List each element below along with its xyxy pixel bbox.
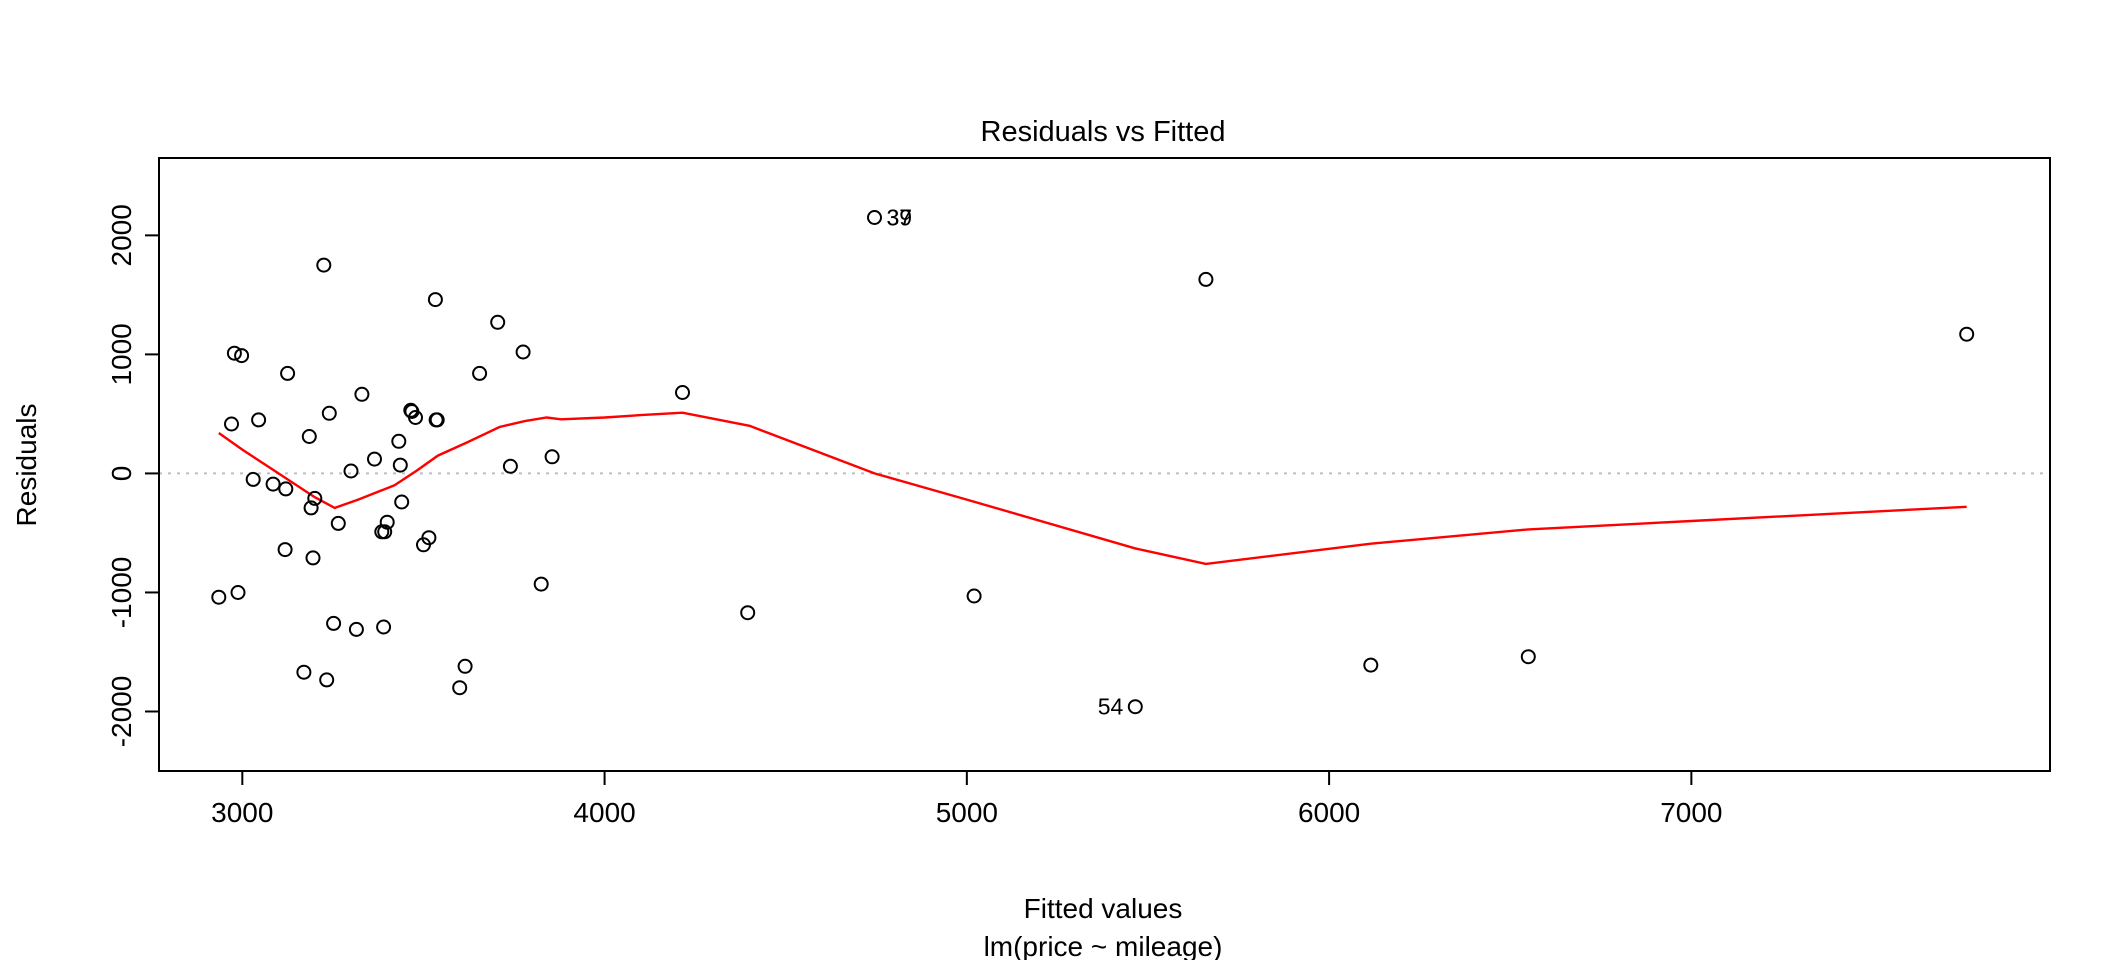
- data-point: [394, 494, 410, 510]
- data-point: [515, 344, 531, 360]
- data-point: [280, 365, 296, 381]
- data-point: [211, 589, 227, 605]
- x-axis: 3000 4000 5000 6000 7000: [211, 770, 1723, 828]
- y-tick-label: 0: [106, 466, 137, 482]
- data-point: [319, 672, 335, 688]
- data-point: [301, 429, 317, 444]
- data-point: [452, 680, 468, 696]
- data-point: [377, 524, 393, 540]
- data-point: [296, 664, 312, 680]
- data-point: [867, 210, 882, 225]
- data-point: [376, 619, 392, 635]
- data-point: [1520, 649, 1536, 665]
- data-point: [391, 433, 407, 449]
- x-tick-label: 4000: [573, 797, 635, 828]
- data-point: [326, 615, 342, 631]
- data-point: [234, 348, 250, 364]
- data-point: [1363, 657, 1379, 673]
- data-point: [265, 476, 281, 492]
- y-tick-label: 1000: [106, 323, 137, 385]
- data-point: [316, 257, 332, 273]
- data-point: [303, 500, 319, 516]
- point-label: 54: [1098, 694, 1124, 720]
- data-point: [367, 451, 382, 467]
- plot-frame: [158, 157, 2051, 772]
- data-point: [490, 314, 506, 330]
- data-point: [1959, 326, 1975, 342]
- data-point: [224, 416, 239, 432]
- y-axis: -2000 -1000 0 1000 2000: [106, 204, 160, 748]
- data-point: [348, 621, 364, 637]
- y-tick-label: -1000: [106, 557, 137, 629]
- data-point: [251, 412, 267, 428]
- x-tick-label: 3000: [211, 797, 273, 828]
- data-point: [278, 481, 294, 497]
- data-point: [354, 386, 370, 402]
- data-point: [544, 449, 560, 465]
- data-point: [321, 405, 337, 421]
- data-point: [421, 530, 437, 546]
- data-point: [245, 471, 261, 487]
- data-point: [472, 365, 488, 381]
- chart-title: Residuals vs Fitted: [981, 116, 1226, 148]
- data-point: [457, 658, 473, 674]
- data-point: [533, 576, 549, 592]
- data-point: [740, 605, 756, 621]
- points-group: [211, 210, 1975, 715]
- y-axis-label: Residuals: [11, 404, 42, 527]
- y-tick-label: 2000: [106, 204, 137, 266]
- data-point: [277, 542, 293, 558]
- x-tick-label: 7000: [1660, 797, 1722, 828]
- data-point: [966, 588, 982, 604]
- data-point: [675, 385, 690, 400]
- data-point: [1127, 699, 1143, 715]
- point-label: 39: [886, 205, 912, 231]
- data-point: [305, 550, 321, 566]
- data-point: [330, 515, 346, 531]
- data-point: [343, 463, 359, 479]
- data-point: [230, 585, 246, 600]
- data-point: [392, 457, 408, 473]
- data-point: [408, 410, 423, 425]
- x-axis-label: Fitted values: [1024, 893, 1183, 924]
- data-point: [427, 292, 443, 308]
- data-point: [307, 490, 323, 506]
- y-tick-label: -2000: [106, 676, 137, 748]
- smooth-line-group: [218, 411, 1967, 566]
- model-subtitle: lm(price ~ mileage): [984, 931, 1223, 960]
- smooth-line: [218, 411, 1967, 566]
- point-label: 37: [886, 205, 912, 231]
- data-point: [1198, 271, 1214, 287]
- x-tick-label: 6000: [1298, 797, 1360, 828]
- data-point: [502, 458, 518, 474]
- data-point: [429, 412, 445, 428]
- data-point: [226, 345, 242, 361]
- x-tick-label: 5000: [936, 797, 998, 828]
- data-point: [379, 514, 395, 530]
